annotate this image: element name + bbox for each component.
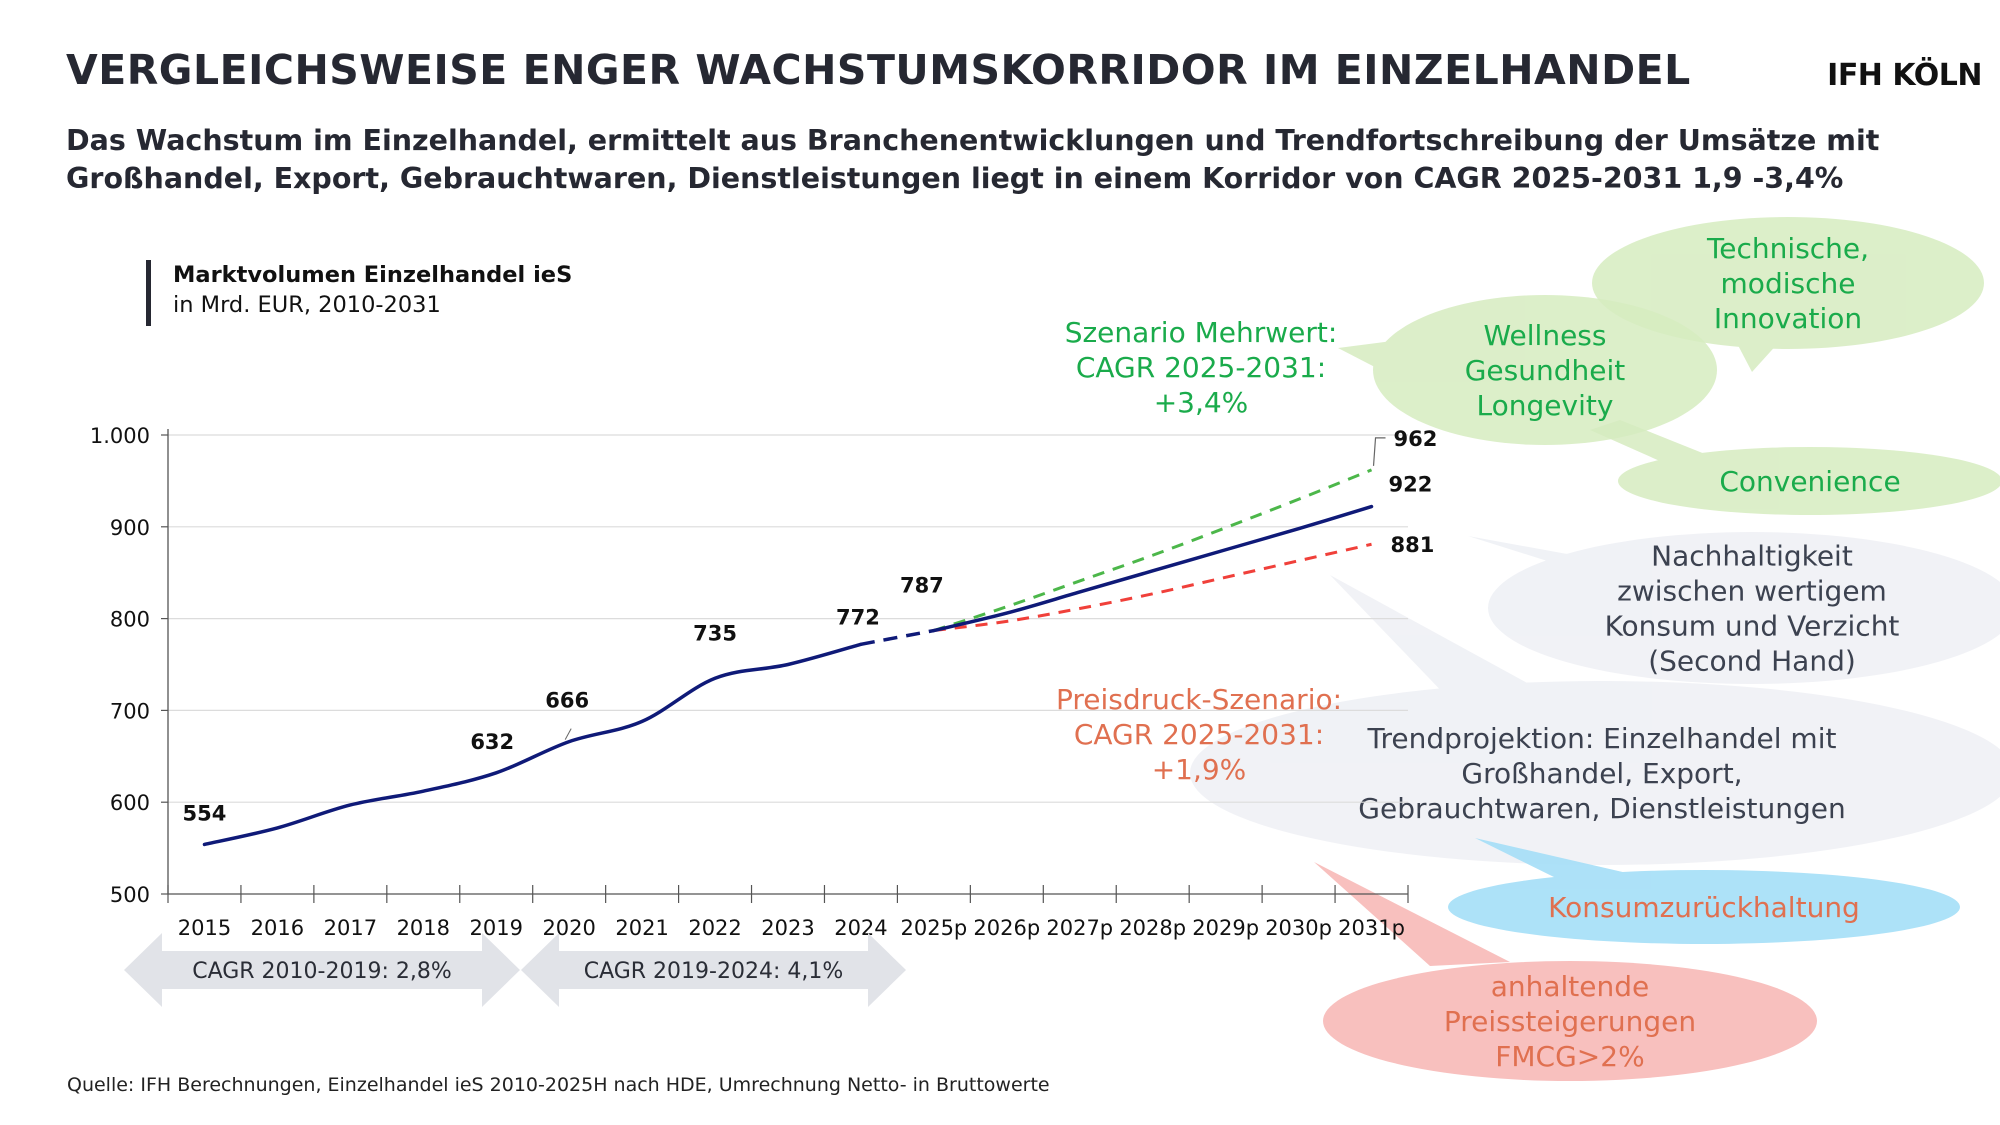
x-tick-label: 2018 — [397, 916, 450, 940]
cagr-arrow-shape — [521, 933, 906, 1007]
bubble-text-preissteigerung: anhaltende — [1491, 970, 1650, 1003]
annotation-preisdruck: CAGR 2025-2031: — [1074, 718, 1324, 751]
label-leader-line — [564, 728, 572, 740]
x-tick-label: 2026p — [973, 916, 1040, 940]
data-label-666: 666 — [545, 689, 589, 713]
y-tick-label: 700 — [110, 699, 150, 723]
bubble-shape — [1448, 870, 1960, 944]
annotation-preisdruck: +1,9% — [1152, 753, 1247, 786]
ifh-koeln-logo: IFH KÖLN — [1827, 58, 1982, 93]
bubble-tail — [1330, 575, 1540, 700]
page-title: VERGLEICHSWEISE ENGER WACHSTUMSKORRIDOR … — [66, 46, 1691, 94]
bubble-text-trendprojektion: Großhandel, Export, — [1461, 757, 1742, 790]
y-tick-label: 600 — [110, 791, 150, 815]
y-tick-label: 800 — [110, 608, 150, 632]
series-line-trend-projection — [932, 504, 1374, 633]
bubble-text-konsum: Konsumzurückhaltung — [1548, 891, 1860, 924]
chart-series — [202, 468, 1374, 847]
cagr-arrow-shape — [124, 933, 520, 1007]
x-tick-label: 2019 — [470, 916, 523, 940]
bubble-text-nachhaltigkeit: Konsum und Verzicht — [1605, 610, 1900, 643]
data-label-554: 554 — [183, 801, 227, 825]
x-tick-label: 2030p — [1265, 916, 1332, 940]
bubble-text-trendprojektion: Trendprojektion: Einzelhandel mit — [1367, 722, 1837, 755]
chart-annotations: Szenario Mehrwert:CAGR 2025-2031:+3,4%Pr… — [1056, 316, 1342, 786]
x-tick-label: 2025p — [900, 916, 967, 940]
label-leader-line — [1372, 437, 1386, 466]
x-tick-label: 2028p — [1119, 916, 1186, 940]
bubble-shape — [1323, 961, 1817, 1081]
bubble-tail — [1314, 862, 1510, 966]
data-label-632: 632 — [470, 730, 514, 754]
bubble-trendprojektion — [1190, 575, 2000, 865]
bubble-text-preissteigerung: FMCG>2% — [1495, 1040, 1644, 1073]
x-tick-label: 2029p — [1192, 916, 1259, 940]
x-tick-label: 2015 — [178, 916, 231, 940]
chart-grid — [168, 434, 1408, 803]
x-tick-label: 2021 — [615, 916, 668, 940]
bubble-text-wellness: Gesundheit — [1465, 354, 1626, 387]
bubble-text-wellness: Wellness — [1484, 319, 1607, 352]
y-tick-label: 1.000 — [90, 424, 150, 448]
data-label-735: 735 — [693, 621, 737, 645]
x-tick-label: 2024 — [834, 916, 887, 940]
bubble-text-technische: modische — [1721, 267, 1856, 300]
bubble-text-technische: Innovation — [1714, 302, 1862, 335]
annotation-mehrwert: Szenario Mehrwert: — [1065, 316, 1338, 349]
x-tick-label: 2027p — [1046, 916, 1113, 940]
chart-subtitle: in Mrd. EUR, 2010-2031 — [173, 292, 441, 318]
x-tick-label: 2016 — [251, 916, 304, 940]
bubble-text-nachhaltigkeit: (Second Hand) — [1648, 645, 1856, 678]
cagr-arrows: CAGR 2010-2019: 2,8% CAGR 2019-2024: 4,1% — [124, 933, 906, 1007]
x-tick-label: 2017 — [324, 916, 377, 940]
series-line-mehrwert — [933, 468, 1373, 632]
bubble-technische — [1592, 217, 1984, 372]
bubble-text-nachhaltigkeit: Nachhaltigkeit — [1651, 540, 1853, 573]
annotation-preisdruck: Preisdruck-Szenario: — [1056, 683, 1342, 716]
x-tick-label: 2031p — [1338, 916, 1405, 940]
source-note: Quelle: IFH Berechnungen, Einzelhandel i… — [67, 1074, 1050, 1096]
page-subtitle: Das Wachstum im Einzelhandel, ermittelt … — [66, 124, 1880, 195]
x-tick-label: 2023 — [761, 916, 814, 940]
bubble-shape — [1373, 295, 1717, 445]
series-line-preisdruck — [933, 542, 1372, 633]
bubble-wellness — [1338, 295, 1717, 445]
annotation-mehrwert: +3,4% — [1154, 386, 1249, 419]
bubble-text-convenience: Convenience — [1719, 465, 1900, 498]
bubble-konsum — [1448, 838, 1960, 944]
bubble-nachhaltigkeit — [1468, 532, 2000, 684]
bubble-preissteigerung — [1314, 862, 1817, 1081]
cagr-arrow-label: CAGR 2019-2024: 4,1% — [584, 959, 844, 984]
bubble-text-wellness: Longevity — [1477, 389, 1614, 422]
bubble-tail — [1475, 838, 1640, 880]
bubble-shape — [1618, 447, 2000, 515]
bubble-text-preissteigerung: Preissteigerungen — [1444, 1005, 1696, 1038]
chart-heading: Marktvolumen Einzelhandel ieS in Mrd. EU… — [146, 260, 572, 326]
series-line-trend-bridge — [860, 628, 935, 647]
y-tick-label: 900 — [110, 516, 150, 540]
data-label-787: 787 — [900, 574, 944, 598]
data-label-962: 962 — [1394, 427, 1438, 451]
chart-title: Marktvolumen Einzelhandel ieS — [173, 262, 573, 288]
data-label-881: 881 — [1391, 533, 1435, 557]
bubble-text-trendprojektion: Gebrauchtwaren, Dienstleistungen — [1358, 792, 1845, 825]
cagr-arrow-label: CAGR 2010-2019: 2,8% — [192, 959, 452, 984]
series-line-trend-actual — [202, 642, 863, 847]
data-label-772: 772 — [836, 605, 880, 629]
bubble-shape — [1190, 681, 2000, 865]
data-label-922: 922 — [1389, 473, 1433, 497]
x-tick-label: 2022 — [688, 916, 741, 940]
bubble-shape — [1592, 217, 1984, 349]
chart-axes: 500 600 700 800 900 1.000 2015 2016 2017 2018 2019… — [90, 424, 1409, 940]
annotation-mehrwert: CAGR 2025-2031: — [1076, 351, 1326, 384]
bubble-convenience — [1590, 420, 2000, 515]
bubble-text-technische: Technische, — [1706, 232, 1869, 265]
bubble-shape — [1488, 532, 2000, 684]
y-tick-label: 500 — [110, 883, 150, 907]
x-tick-label: 2020 — [542, 916, 595, 940]
chart-data-labels: 554 632 666 735 772 787 962 922 881 — [183, 427, 1438, 826]
bubble-text-nachhaltigkeit: zwischen wertigem — [1617, 575, 1887, 608]
